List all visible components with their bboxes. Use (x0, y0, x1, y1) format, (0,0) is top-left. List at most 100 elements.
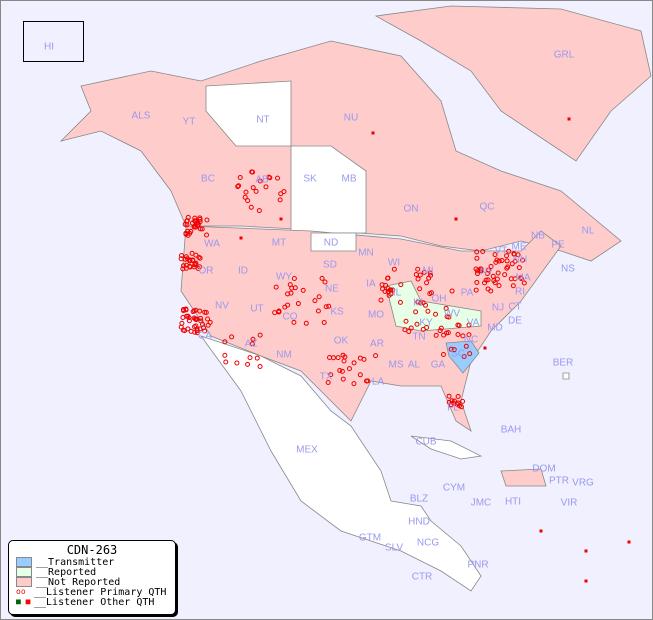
listener-primary-marker (288, 290, 294, 296)
open-circle-icon: oo (16, 587, 26, 596)
listener-primary-marker (340, 376, 346, 382)
region-label-mn: MN (358, 247, 374, 259)
listener-primary-marker (192, 218, 198, 224)
listener-primary-marker (195, 221, 201, 227)
region-nt (205, 80, 292, 147)
region-label-gtm: GTM (358, 532, 382, 544)
listener-primary-marker (245, 361, 251, 367)
listener-primary-marker (291, 319, 297, 325)
listener-primary-marker (428, 290, 434, 296)
listener-primary-marker (461, 354, 467, 360)
listener-primary-marker (192, 329, 198, 335)
listener-primary-marker (287, 282, 293, 288)
listener-primary-marker (474, 255, 480, 261)
listener-primary-marker (446, 314, 452, 320)
listener-primary-marker (521, 280, 527, 286)
region-label-md: MD (487, 322, 503, 334)
listener-primary-marker (455, 393, 461, 399)
listener-primary-marker (456, 322, 462, 328)
listener-primary-marker (474, 249, 480, 255)
region-label-nd: ND (323, 237, 339, 249)
region-label-ny: NY (480, 266, 494, 278)
listener-primary-marker (339, 368, 345, 374)
greenland (374, 5, 652, 162)
region-nd (310, 232, 357, 252)
listener-primary-marker (460, 398, 466, 404)
listener-primary-marker (189, 250, 195, 256)
listener-primary-marker (319, 275, 325, 281)
listener-primary-marker (257, 363, 263, 369)
listener-primary-marker (322, 279, 328, 285)
region-label-oh: OH (431, 293, 447, 305)
region-label-al: AL (407, 359, 421, 371)
listener-primary-marker (378, 297, 384, 303)
region-label-pnr: PNR (467, 559, 489, 571)
listener-primary-marker (478, 266, 484, 272)
listener-primary-marker (229, 334, 235, 340)
listener-primary-marker (326, 303, 332, 309)
listener-primary-marker (460, 333, 466, 339)
listener-primary-marker (373, 353, 379, 359)
listener-primary-marker (202, 309, 208, 315)
listener-primary-marker (222, 339, 228, 345)
region-label-nl: NL (581, 225, 595, 237)
region-label-qc: QC (479, 201, 495, 213)
listener-primary-marker (415, 276, 421, 282)
region-label-la: LA (371, 376, 385, 388)
listener-primary-marker (192, 215, 198, 221)
listener-primary-marker (415, 299, 421, 305)
listener-primary-marker (184, 218, 190, 224)
listener-primary-marker (250, 336, 256, 342)
listener-primary-marker (193, 317, 199, 323)
region-label-ks: KS (330, 306, 344, 318)
listener-primary-marker (390, 287, 396, 293)
listener-primary-marker (234, 360, 240, 366)
region-label-fl: FL (447, 402, 459, 414)
listener-other-marker (483, 346, 487, 350)
listener-primary-marker (488, 263, 494, 269)
legend-reported: __Reported (9, 567, 175, 578)
listener-primary-marker (182, 328, 188, 334)
region-label-wa: WA (204, 238, 220, 250)
listener-primary-marker (276, 308, 282, 314)
listener-primary-marker (303, 320, 309, 326)
listener-primary-marker (474, 271, 480, 277)
listener-other-marker (454, 217, 458, 221)
legend-not-reported: __Not Reported (9, 577, 175, 588)
listener-primary-marker (415, 266, 421, 272)
listener-primary-marker (194, 330, 200, 336)
region-label-mb: MB (341, 173, 357, 185)
listener-primary-marker (474, 279, 480, 285)
listener-primary-marker (186, 318, 192, 324)
listener-primary-marker (518, 275, 524, 281)
listener-other-marker (567, 117, 571, 121)
region-label-ut: UT (250, 303, 264, 315)
listener-primary-marker (495, 270, 501, 276)
listener-primary-marker (441, 332, 447, 338)
listener-primary-marker (512, 258, 518, 264)
listener-primary-marker (250, 185, 256, 191)
listener-primary-marker (178, 252, 184, 258)
region-label-sk: SK (303, 173, 317, 185)
listener-primary-marker (201, 325, 207, 331)
region-label-vir: VIR (560, 497, 578, 509)
listener-other-marker (539, 529, 543, 533)
region-label-nc: NC (463, 334, 479, 346)
listener-primary-marker (425, 308, 431, 314)
listener-primary-marker (418, 300, 424, 306)
region-label-nt: NT (256, 114, 270, 126)
listener-primary-marker (397, 299, 403, 305)
listener-primary-marker (478, 268, 484, 274)
listener-primary-marker (417, 272, 423, 278)
cuba (410, 435, 483, 460)
listener-primary-marker (247, 355, 253, 361)
listener-primary-marker (406, 329, 412, 335)
listener-primary-marker (180, 266, 186, 272)
listener-primary-marker (357, 372, 363, 378)
legend-other-qth: ■ ■ __Listener Other QTH (16, 596, 155, 608)
region-label-bah: BAH (500, 424, 522, 436)
listener-primary-marker (437, 328, 443, 334)
listener-primary-marker (499, 258, 505, 264)
listener-primary-marker (508, 276, 514, 282)
listener-primary-marker (198, 318, 204, 324)
